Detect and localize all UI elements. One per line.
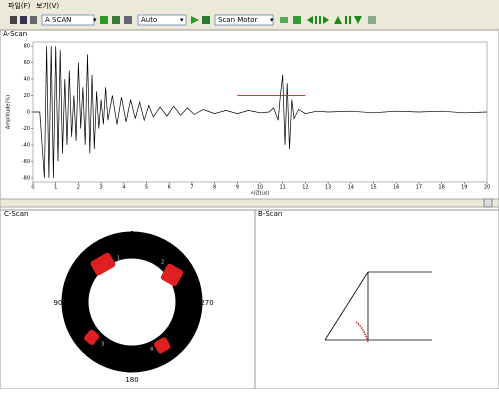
x-tick-label: 20 — [484, 185, 490, 191]
x-tick-label: 0 — [31, 185, 34, 191]
angle-label: 90 — [54, 299, 63, 307]
x-tick-label: 11 — [280, 185, 286, 191]
y-tick-label: -80 — [22, 175, 30, 181]
dropdown-arrow: ▾ — [93, 16, 97, 24]
scrollbar[interactable] — [0, 199, 499, 207]
x-axis-label: 시간(us) — [251, 190, 270, 197]
y-axis-label: Amplitude(%) — [6, 95, 12, 129]
x-tick-label: 1 — [54, 185, 57, 191]
angle-label: 180 — [125, 376, 138, 384]
x-tick-label: 9 — [236, 185, 239, 191]
x-tick-label: 16 — [393, 185, 399, 191]
x-tick-label: 4 — [122, 185, 125, 191]
menu-view[interactable]: 보기(V) — [36, 1, 59, 10]
motor-value: Scan Motor — [218, 16, 258, 24]
x-tick-label: 14 — [348, 185, 354, 191]
y-tick-label: -60 — [22, 159, 30, 165]
defect-label: 1 — [117, 256, 120, 262]
dropdown-arrow: ▾ — [270, 16, 274, 24]
x-tick-label: 18 — [438, 185, 444, 191]
angle-label: 270 — [200, 299, 213, 307]
x-tick-label: 7 — [190, 185, 193, 191]
app-window: 파일(F) 보기(V) A SCAN ▾ Auto ▾ Scan Motor ▾… — [0, 0, 499, 389]
x-tick-label: 5 — [145, 185, 148, 191]
c-scan-title: C-Scan — [4, 210, 28, 218]
b-scan-title: B-Scan — [258, 210, 282, 218]
y-tick-label: 0 — [27, 110, 30, 116]
icon-stop[interactable] — [202, 16, 210, 24]
y-tick-label: 40 — [24, 77, 30, 83]
icon-settings[interactable] — [368, 16, 376, 24]
y-tick-label: 80 — [24, 44, 30, 50]
x-tick-label: 12 — [302, 185, 308, 191]
menu-file[interactable]: 파일(F) — [8, 1, 31, 10]
icon-jog[interactable] — [293, 16, 301, 24]
a-scan-title: A-Scan — [3, 30, 27, 38]
dropdown-arrow: ▾ — [180, 16, 184, 24]
defect-label: 3 — [101, 342, 104, 348]
x-tick-label: 15 — [370, 185, 376, 191]
y-tick-label: -20 — [22, 126, 30, 132]
icon-home[interactable] — [280, 17, 288, 23]
angle-label: 0 — [130, 230, 134, 238]
icon-tool[interactable] — [124, 16, 132, 24]
x-tick-label: 17 — [416, 185, 422, 191]
gain-value: Auto — [141, 16, 157, 24]
x-tick-label: 2 — [77, 185, 80, 191]
defect-label: 2 — [161, 260, 164, 266]
x-tick-label: 6 — [168, 185, 171, 191]
icon-add[interactable] — [100, 16, 108, 24]
x-tick-label: 8 — [213, 185, 216, 191]
icon-open[interactable] — [10, 16, 17, 24]
y-tick-label: -40 — [22, 142, 30, 148]
b-scan-panel — [255, 210, 499, 389]
x-tick-label: 3 — [100, 185, 103, 191]
icon-save[interactable] — [20, 16, 27, 24]
y-tick-label: 20 — [24, 93, 30, 99]
x-tick-label: 19 — [461, 185, 467, 191]
icon-print[interactable] — [30, 16, 37, 24]
scroll-right[interactable] — [484, 199, 492, 207]
mode-value: A SCAN — [45, 16, 71, 24]
x-tick-label: 13 — [325, 185, 331, 191]
y-tick-label: 60 — [24, 60, 30, 66]
icon-cam[interactable] — [112, 16, 120, 24]
defect-label: 4 — [150, 347, 153, 353]
